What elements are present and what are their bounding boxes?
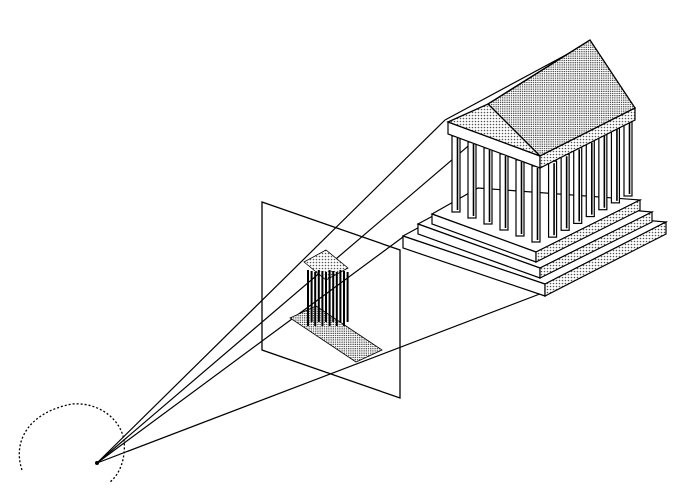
- temple-column: [560, 153, 570, 231]
- temple-step-bottom-side: [544, 221, 667, 297]
- temple-column: [623, 119, 633, 197]
- temple-column: [598, 133, 608, 211]
- temple-column: [467, 141, 477, 219]
- ray-bottom: [96, 291, 546, 464]
- picture-plane: [261, 201, 401, 399]
- temple-ridge: [487, 39, 591, 105]
- temple-column: [451, 135, 461, 213]
- ray-left: [96, 236, 404, 464]
- temple: [401, 39, 669, 297]
- temple-column: [531, 165, 541, 243]
- viewpoint-dot: [95, 461, 99, 465]
- temple-pediment: [446, 103, 541, 157]
- temple-column: [483, 147, 493, 225]
- temple-column: [515, 159, 525, 237]
- eye-outline: [18, 403, 126, 483]
- projected-image: [289, 249, 383, 363]
- projected-columns: [307, 270, 349, 326]
- temple-step-middle-side: [539, 211, 653, 279]
- temple-column: [610, 126, 621, 204]
- temple-columns: [451, 119, 633, 243]
- temple-column: [499, 153, 509, 231]
- temple-column: [573, 146, 583, 225]
- ray-top: [96, 119, 446, 464]
- temple-column: [547, 160, 558, 238]
- temple-step-top-side: [535, 199, 641, 263]
- temple-column: [585, 139, 595, 218]
